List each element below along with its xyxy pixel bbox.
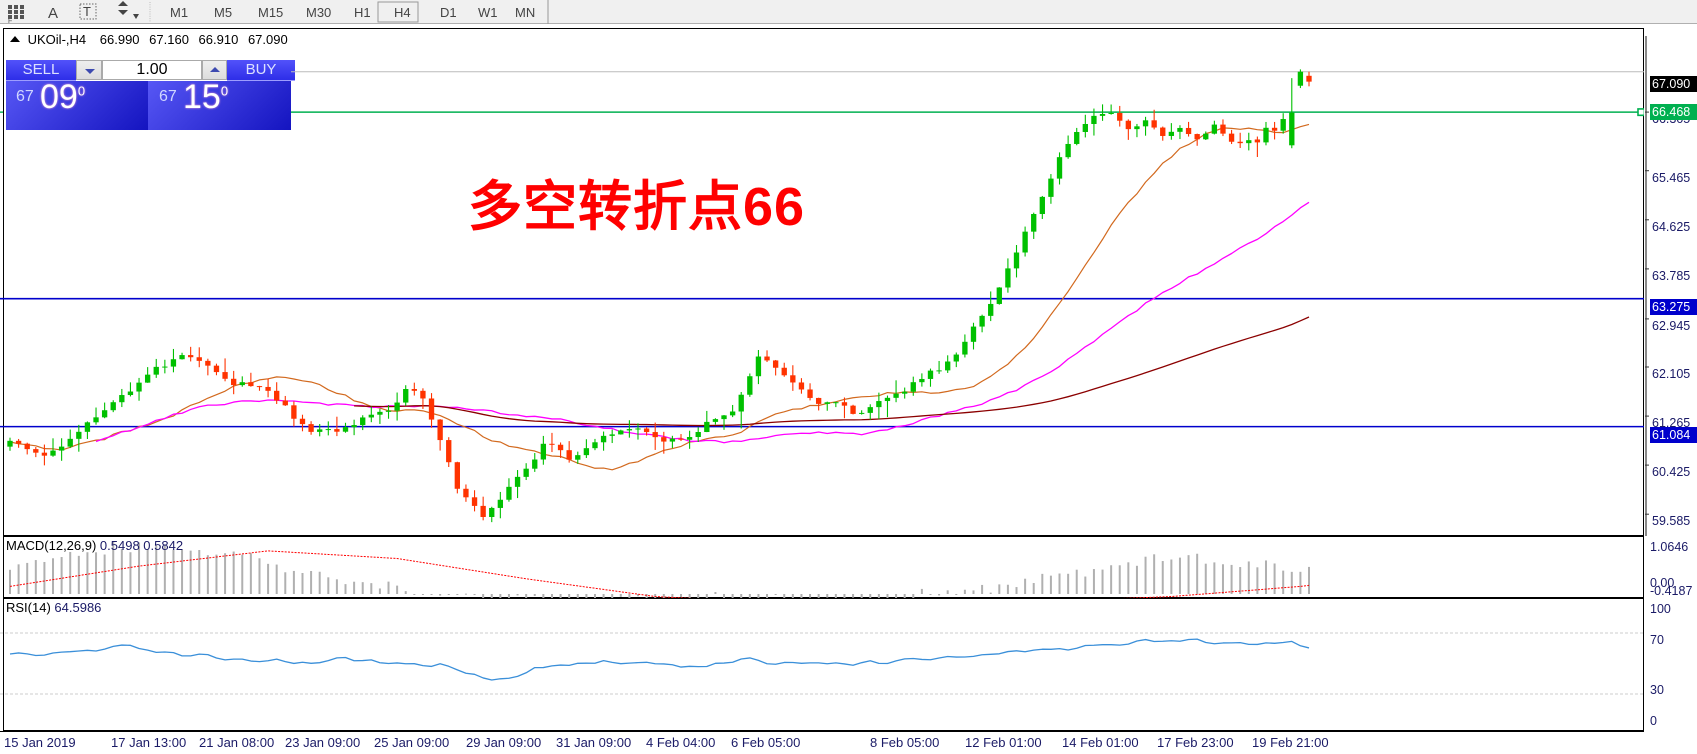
svg-text:D1: D1 — [440, 5, 457, 20]
svg-text:M5: M5 — [214, 5, 232, 20]
svg-text:MN: MN — [515, 5, 535, 20]
svg-text:M1: M1 — [170, 5, 188, 20]
svg-text:M30: M30 — [306, 5, 331, 20]
svg-text:M15: M15 — [258, 5, 283, 20]
svg-text:F: F — [8, 18, 12, 24]
svg-text:H1: H1 — [354, 5, 371, 20]
svg-text:W1: W1 — [478, 5, 498, 20]
svg-text:T: T — [83, 4, 91, 19]
svg-text:H4: H4 — [394, 5, 411, 20]
svg-text:A: A — [48, 5, 58, 22]
